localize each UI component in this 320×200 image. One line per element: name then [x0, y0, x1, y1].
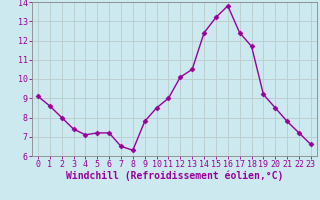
X-axis label: Windchill (Refroidissement éolien,°C): Windchill (Refroidissement éolien,°C) [66, 171, 283, 181]
